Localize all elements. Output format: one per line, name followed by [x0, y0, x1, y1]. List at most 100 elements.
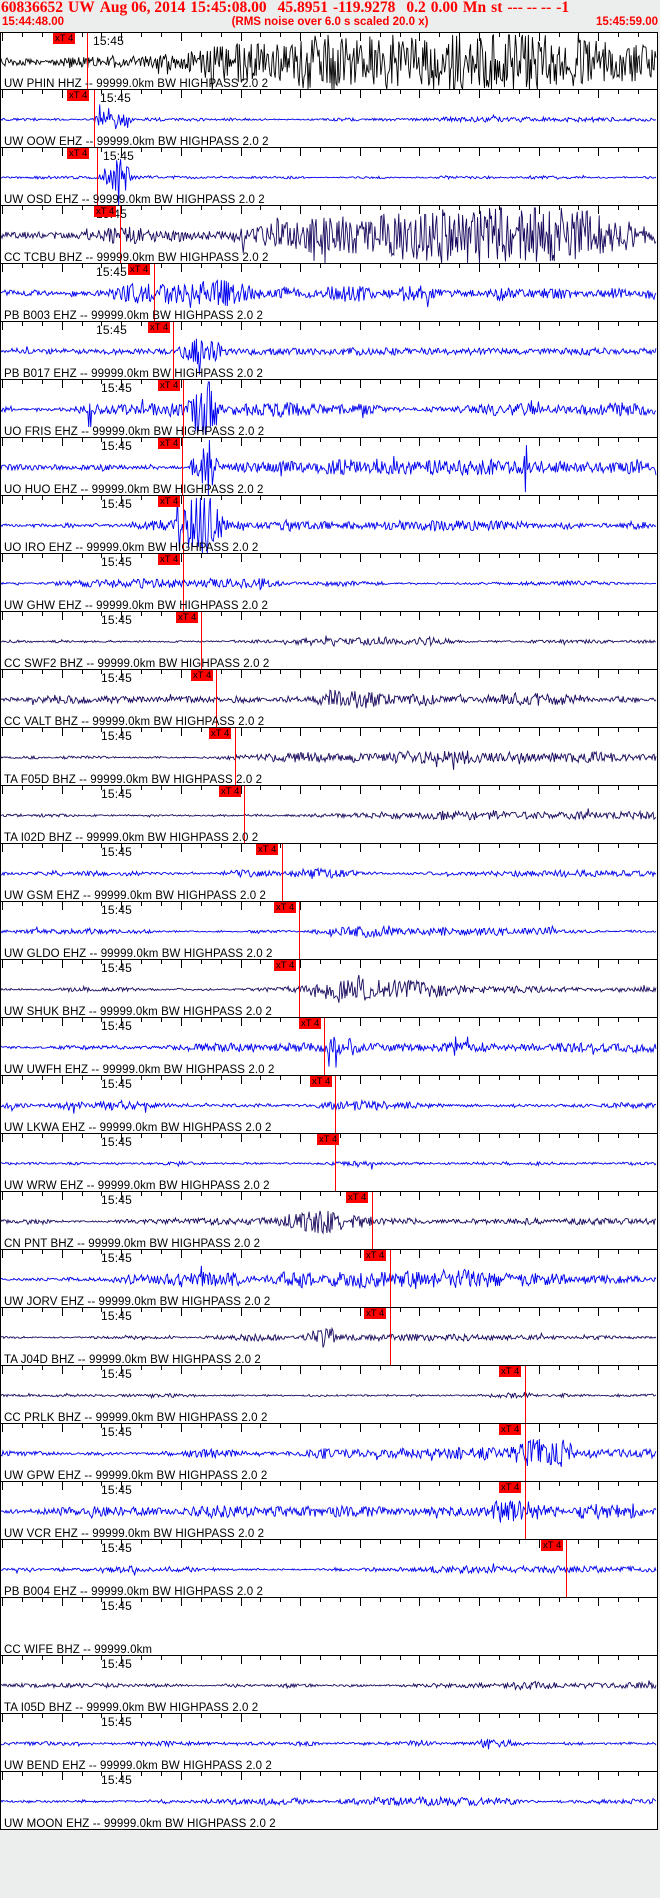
- trace-panel[interactable]: 15:45 xT 4 UW WRW EHZ -- 99999.0km BW HIGH…: [0, 1134, 658, 1192]
- amplitude-scale-badge[interactable]: xT 4: [274, 960, 297, 971]
- amplitude-scale-badge[interactable]: xT 4: [148, 322, 171, 333]
- amplitude-scale-badge[interactable]: xT 4: [94, 206, 117, 217]
- amplitude-scale-badge[interactable]: xT 4: [274, 902, 297, 913]
- amplitude-scale-badge[interactable]: xT 4: [541, 1540, 564, 1551]
- axis-tick: [419, 1250, 420, 1258]
- axis-tick: [260, 322, 261, 326]
- trace-panel[interactable]: 15:45 xT 4 UW OOW EHZ -- 99999.0km BW HIGH…: [0, 90, 658, 148]
- waveform: [1, 1160, 657, 1170]
- axis-tick: [419, 554, 420, 562]
- trace-panel[interactable]: 15:45 xT 4 PB B003 EHZ -- 99999.0km BW HIG…: [0, 264, 658, 322]
- axis-tick: [221, 206, 222, 210]
- axis-tick: [380, 496, 381, 500]
- trace-panel[interactable]: 15:45 xT 4 UW LKWA EHZ -- 99999.0km BW HIG…: [0, 1076, 658, 1134]
- trace-panel[interactable]: 15:45 xT 4 CC VALT BHZ -- 99999.0km BW HIG…: [0, 670, 658, 728]
- trace-panel[interactable]: 15:45 UW BEND EHZ -- 99999.0km BW HIGHPAS…: [0, 1714, 658, 1772]
- amplitude-scale-badge[interactable]: xT 4: [346, 1192, 369, 1203]
- axis-tick: [598, 670, 599, 678]
- trace-panel[interactable]: 15:45 xT 4 UO FRIS EHZ -- 99999.0km BW HIG…: [0, 380, 658, 438]
- axis-tick: [260, 1714, 261, 1718]
- amplitude-scale-badge[interactable]: xT 4: [67, 148, 90, 159]
- trace-panel[interactable]: 15:45 CC WIFE BHZ -- 99999.0km: [0, 1598, 658, 1656]
- trace-panel[interactable]: 15:45 xT 4 PB B004 EHZ -- 99999.0km BW HIG…: [0, 1540, 658, 1598]
- axis-tick: [280, 1192, 281, 1196]
- amplitude-scale-badge[interactable]: xT 4: [176, 612, 199, 623]
- trace-panel[interactable]: 15:45 xT 4 TA J04D BHZ -- 99999.0km BW HIG…: [0, 1308, 658, 1366]
- amplitude-scale-badge[interactable]: xT 4: [299, 1018, 322, 1029]
- axis-tick: [2, 960, 3, 968]
- axis-tick: [101, 670, 102, 674]
- trace-panel[interactable]: 15:45 xT 4 CC SWF2 BHZ -- 99999.0km BW HIG…: [0, 612, 658, 670]
- amplitude-scale-badge[interactable]: xT 4: [158, 380, 181, 391]
- trace-panel[interactable]: 15:45 xT 4 UW PHIN HHZ -- 99999.0km BW HIG…: [0, 32, 658, 90]
- axis-tick: [201, 438, 202, 442]
- amplitude-scale-badge[interactable]: xT 4: [191, 670, 214, 681]
- waveform: [1, 497, 657, 553]
- axis-tick: [62, 612, 63, 620]
- amplitude-scale-badge[interactable]: xT 4: [310, 1076, 333, 1087]
- axis-tick: [221, 1308, 222, 1312]
- trace-panel[interactable]: 15:45 xT 4 UW OSD EHZ -- 99999.0km BW HIGH…: [0, 148, 658, 206]
- trace-panel[interactable]: 15:45 xT 4 CN PNT BHZ -- 99999.0km BW HIGH…: [0, 1192, 658, 1250]
- axis-tick: [22, 438, 23, 442]
- axis-tick: [618, 902, 619, 906]
- amplitude-scale-badge[interactable]: xT 4: [364, 1308, 387, 1319]
- trace-panel[interactable]: 15:45 xT 4 UO HUO EHZ -- 99999.0km BW HIGH…: [0, 438, 658, 496]
- axis-tick: [62, 902, 63, 910]
- trace-panel[interactable]: 15:45 xT 4 UO IRO EHZ -- 99999.0km BW HIGH…: [0, 496, 658, 554]
- amplitude-scale-badge[interactable]: xT 4: [128, 264, 151, 275]
- amplitude-scale-badge[interactable]: xT 4: [53, 33, 76, 44]
- amplitude-scale-badge[interactable]: xT 4: [158, 554, 181, 565]
- trace-panel[interactable]: 15:45 xT 4 UW VCR EHZ -- 99999.0km BW HIGH…: [0, 1482, 658, 1540]
- axis-tick: [559, 902, 560, 906]
- axis-tick: [280, 844, 281, 848]
- axis-tick: [638, 612, 639, 616]
- axis-tick: [380, 670, 381, 674]
- amplitude-scale-badge[interactable]: xT 4: [158, 496, 181, 507]
- amplitude-scale-badge[interactable]: xT 4: [499, 1482, 522, 1493]
- waveform: [1, 1680, 657, 1691]
- trace-panel[interactable]: 15:45 TA I05D BHZ -- 99999.0km BW HIGHPAS…: [0, 1656, 658, 1714]
- amplitude-scale-badge[interactable]: xT 4: [256, 844, 279, 855]
- trace-panel[interactable]: 15:45 xT 4 TA I02D BHZ -- 99999.0km BW HIG…: [0, 786, 658, 844]
- trace-panel[interactable]: 15:45 xT 4 UW GLDO EHZ -- 99999.0km BW HIG…: [0, 902, 658, 960]
- axis-tick: [82, 1192, 83, 1196]
- axis-tick: [320, 1482, 321, 1486]
- amplitude-scale-badge[interactable]: xT 4: [67, 90, 90, 101]
- trace-panel[interactable]: 15:45 xT 4 PB B017 EHZ -- 99999.0km BW HIG…: [0, 322, 658, 380]
- trace-panel[interactable]: 15:45 UW MOON EHZ -- 99999.0km BW HIGHPAS…: [0, 1772, 658, 1830]
- trace-panel[interactable]: 15:45 xT 4 UW JORV EHZ -- 99999.0km BW HIG…: [0, 1250, 658, 1308]
- trace-panel[interactable]: 15:45 xT 4 CC PRLK BHZ -- 99999.0km BW HIG…: [0, 1366, 658, 1424]
- time-axis-ticks: [1, 496, 657, 505]
- axis-tick: [62, 380, 63, 388]
- trace-panel[interactable]: 15:45 xT 4 UW UWFH EHZ -- 99999.0km BW HIG…: [0, 1018, 658, 1076]
- trace-panel[interactable]: 15:45 xT 4 UW SHUK BHZ -- 99999.0km BW HIG…: [0, 960, 658, 1018]
- waveform: [1, 1499, 657, 1523]
- waveform: [1, 1210, 657, 1235]
- axis-tick: [280, 786, 281, 790]
- axis-tick: [141, 786, 142, 790]
- axis-tick: [459, 1424, 460, 1428]
- trace-panel[interactable]: 15:45 xT 4 UW GSM EHZ -- 99999.0km BW HIGH…: [0, 844, 658, 902]
- trace-panel[interactable]: 15:45 xT 4 UW GHW EHZ -- 99999.0km BW HIGH…: [0, 554, 658, 612]
- axis-tick: [42, 1482, 43, 1486]
- axis-tick: [598, 1656, 599, 1664]
- axis-tick: [201, 1714, 202, 1718]
- axis-tick: [82, 1482, 83, 1486]
- trace-panel[interactable]: 15:45 xT 4 UW GPW EHZ -- 99999.0km BW HIGH…: [0, 1424, 658, 1482]
- amplitude-scale-badge[interactable]: xT 4: [364, 1250, 387, 1261]
- axis-tick: [221, 322, 222, 326]
- axis-tick: [439, 1366, 440, 1370]
- amplitude-scale-badge[interactable]: xT 4: [499, 1424, 522, 1435]
- amplitude-scale-badge[interactable]: xT 4: [158, 438, 181, 449]
- axis-tick: [419, 1076, 420, 1084]
- waveform: [1, 1326, 657, 1348]
- amplitude-scale-badge[interactable]: xT 4: [219, 786, 242, 797]
- amplitude-scale-badge[interactable]: xT 4: [317, 1134, 340, 1145]
- trace-panel[interactable]: 15:45 xT 4 TA F05D BHZ -- 99999.0km BW HIG…: [0, 728, 658, 786]
- axis-tick: [479, 786, 480, 794]
- amplitude-scale-badge[interactable]: xT 4: [209, 728, 232, 739]
- amplitude-scale-badge[interactable]: xT 4: [499, 1366, 522, 1377]
- axis-tick: [479, 1482, 480, 1490]
